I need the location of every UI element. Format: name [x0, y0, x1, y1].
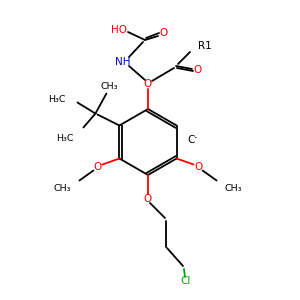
Text: O: O: [193, 65, 201, 75]
Text: CH₃: CH₃: [54, 184, 71, 193]
Text: CH₃: CH₃: [101, 82, 118, 91]
Text: ·: ·: [194, 133, 197, 146]
Text: O: O: [144, 79, 152, 89]
Text: Cl: Cl: [181, 276, 191, 286]
Text: CH₃: CH₃: [225, 184, 242, 193]
Text: HO: HO: [111, 25, 127, 35]
Text: O: O: [93, 161, 101, 172]
Text: H₃C: H₃C: [48, 95, 65, 104]
Text: H₃C: H₃C: [56, 134, 74, 143]
Text: R1: R1: [198, 41, 212, 51]
Text: O: O: [159, 28, 167, 38]
Text: O: O: [144, 194, 152, 204]
Text: O: O: [194, 161, 203, 172]
Text: C: C: [187, 135, 194, 145]
Text: NH: NH: [115, 57, 131, 67]
